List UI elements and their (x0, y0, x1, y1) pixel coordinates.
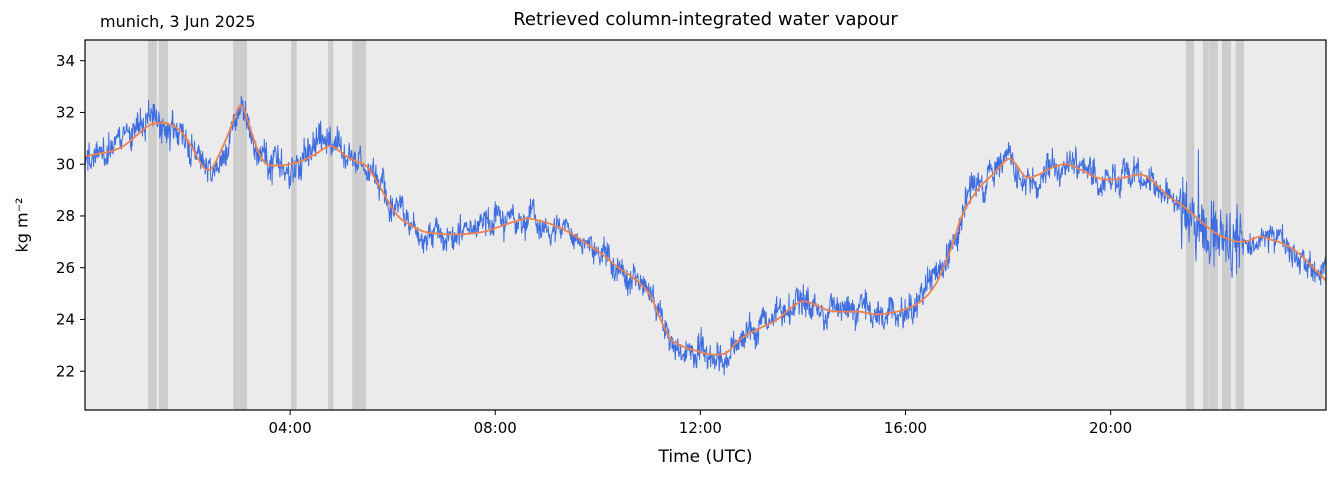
chart-subtitle: munich, 3 Jun 2025 (100, 12, 256, 31)
x-tick-label: 12:00 (679, 419, 722, 437)
y-tick-label: 30 (56, 155, 75, 173)
flagged-interval-band (233, 40, 247, 410)
smoothed-series-line (85, 104, 1326, 356)
y-tick-label: 32 (56, 104, 75, 122)
x-tick-label: 16:00 (884, 419, 927, 437)
y-tick-label: 24 (56, 311, 75, 329)
chart-title: Retrieved column-integrated water vapour (513, 9, 898, 30)
flagged-interval-band (158, 40, 168, 410)
x-tick-label: 08:00 (474, 419, 517, 437)
x-tick-label: 20:00 (1089, 419, 1132, 437)
y-axis: 22 24 26 28 30 32 34 (56, 52, 85, 380)
plot-spines (84, 39, 1327, 411)
flagged-interval-band (148, 40, 157, 410)
x-tick-label: 04:00 (269, 419, 312, 437)
x-axis-label: Time (UTC) (658, 447, 753, 467)
y-tick-label: 26 (56, 259, 75, 277)
flagged-interval-band (1186, 40, 1195, 410)
flagged-interval-band (328, 40, 334, 410)
flagged-interval-band (291, 40, 297, 410)
y-tick-label: 22 (56, 362, 75, 380)
y-tick-label: 34 (56, 52, 75, 70)
x-axis: 04:00 08:00 12:00 16:00 20:00 (269, 410, 1132, 437)
flagged-interval-band (352, 40, 366, 410)
y-tick-label: 28 (56, 207, 75, 225)
retrieved-series-line (85, 95, 1326, 376)
